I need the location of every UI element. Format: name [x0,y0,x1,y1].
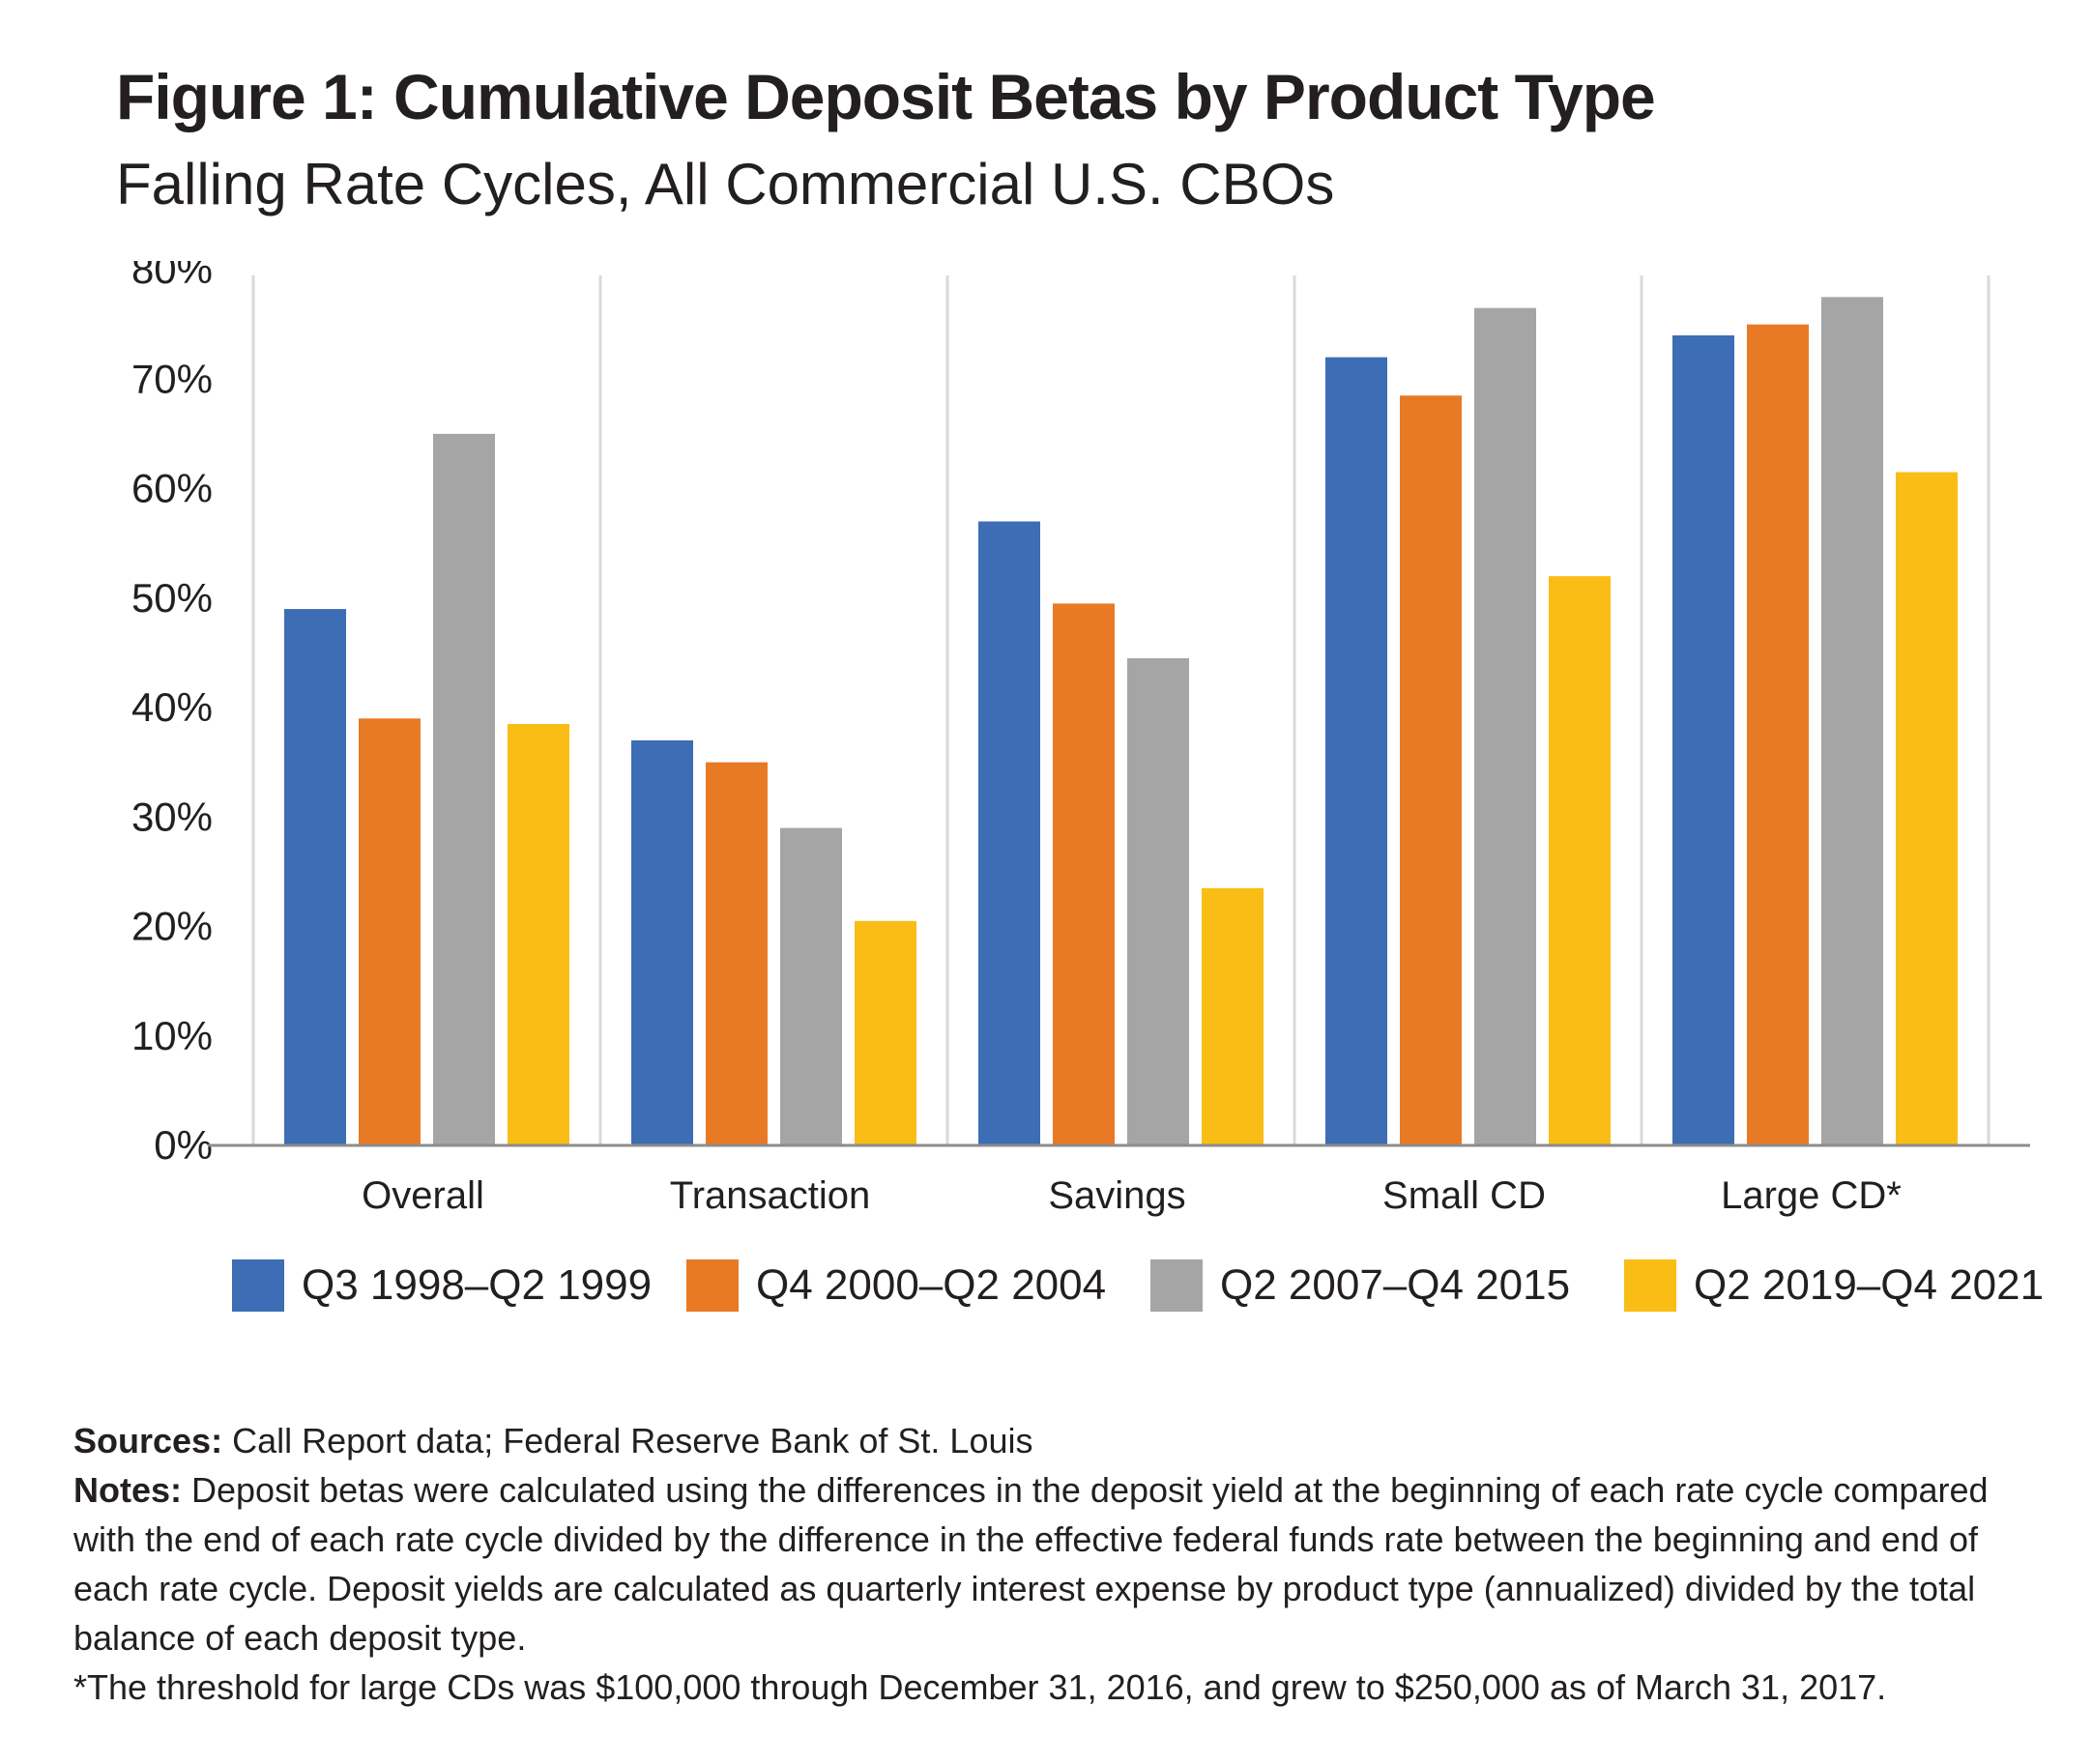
x-tick-label: Small CD [1382,1174,1546,1217]
bar [1896,472,1958,1145]
legend-swatch [1624,1259,1676,1312]
sources-label: Sources: [73,1421,223,1460]
bar [433,433,495,1145]
y-tick-label: 50% [131,575,213,621]
bar [1474,307,1536,1145]
figure-title: Figure 1: Cumulative Deposit Betas by Pr… [116,61,1656,132]
bar [855,920,916,1145]
notes-block: Sources: Call Report data; Federal Reser… [73,1416,2046,1712]
y-tick-label: 60% [131,466,213,511]
legend-item: Q2 2007–Q4 2015 [1150,1257,1570,1315]
x-tick-label: Large CD* [1721,1174,1902,1217]
bar [780,827,842,1145]
x-tick-label: Overall [362,1174,484,1217]
bar [359,718,421,1145]
bar [1053,603,1115,1145]
legend-item: Q4 2000–Q2 2004 [686,1257,1106,1315]
bars [284,297,1958,1146]
y-tick-label: 40% [131,684,213,730]
legend-label: Q2 2007–Q4 2015 [1220,1261,1571,1309]
legend-swatch [232,1259,284,1312]
legend-label: Q2 2019–Q4 2021 [1694,1261,2045,1309]
figure-subtitle: Falling Rate Cycles, All Commercial U.S.… [116,152,1335,217]
x-tick-label: Savings [1048,1174,1185,1217]
legend-swatch [686,1259,739,1312]
notes-text: Deposit betas were calculated using the … [73,1470,1989,1658]
y-tick-label: 10% [131,1013,213,1058]
bar [978,521,1040,1145]
notes-paragraph: Notes: Deposit betas were calculated usi… [73,1465,2046,1663]
bar [1202,887,1264,1145]
notes-label: Notes: [73,1470,183,1510]
bar [1127,658,1189,1145]
bar [508,723,569,1145]
sources-line: Sources: Call Report data; Federal Reser… [73,1416,2046,1465]
chart-legend: Q3 1998–Q2 1999 Q4 2000–Q2 2004 Q2 2007–Q4… [232,1257,2044,1315]
y-tick-label: 0% [154,1122,213,1168]
y-tick-label: 30% [131,794,213,839]
grid-lines [251,275,1990,1145]
footnote: *The threshold for large CDs was $100,00… [73,1667,1887,1707]
x-tick-label: Transaction [670,1174,871,1217]
bar [1325,357,1387,1146]
y-tick-label: 20% [131,904,213,949]
y-tick-label: 80% [131,261,213,292]
legend-label: Q3 1998–Q2 1999 [302,1261,653,1309]
legend-item: Q2 2019–Q4 2021 [1624,1257,2044,1315]
sources-text: Call Report data; Federal Reserve Bank o… [222,1421,1033,1460]
bar [1747,324,1809,1145]
bar [1821,297,1883,1145]
bar [1549,576,1611,1145]
bar [1400,395,1462,1145]
bar-chart: 0% 10% 20% 30% 40% 50% 60% 70% 80% Overall Transac… [131,261,2030,1217]
y-tick-label: 70% [131,356,213,401]
legend-item: Q3 1998–Q2 1999 [232,1257,652,1315]
bar [284,609,346,1145]
bar [631,739,693,1145]
legend-label: Q4 2000–Q2 2004 [756,1261,1107,1309]
bar [1672,334,1734,1145]
bar [706,762,768,1145]
axes: 0% 10% 20% 30% 40% 50% 60% 70% 80% Overall Transac… [131,261,2030,1217]
legend-swatch [1150,1259,1203,1312]
